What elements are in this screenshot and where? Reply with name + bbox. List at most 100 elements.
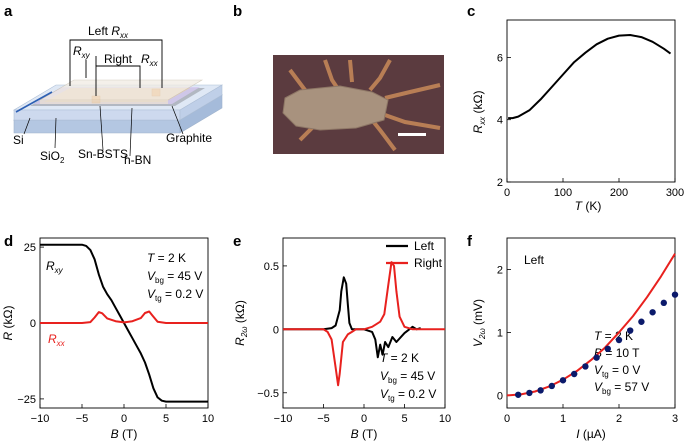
data-point-f-8 (604, 345, 611, 353)
micrograph-electrodes (288, 59, 441, 152)
xtick-label-c-3: 300 (666, 187, 684, 199)
data-point-f-7 (593, 354, 600, 361)
legend-e: Left Right (386, 239, 443, 270)
xtick-label-c-0: 0 (504, 187, 510, 199)
ytick-label-d-0: −25 (17, 394, 36, 406)
sio2-layer-front (13, 109, 181, 121)
xtick-label-f-3: 3 (672, 413, 678, 425)
xlabel-e: B (T) (351, 427, 378, 441)
ytick-label-f-1: 1 (497, 327, 503, 339)
chart-panel-f: I (µA) V2ω (mV) Left T = 2 K B = 10 T Vt… (471, 237, 679, 441)
series-label-rxx: Rxx (48, 332, 66, 348)
label-pointers (23, 105, 184, 157)
data-point-f-13 (660, 299, 667, 307)
plot-frame-c (506, 19, 676, 183)
micrograph-flake (282, 85, 389, 131)
xtick-label-d-2: 0 (121, 413, 127, 425)
annotation-f-left: Left (524, 253, 545, 267)
label-graphite: Graphite (166, 131, 212, 145)
panel-letter-f: f (467, 233, 473, 250)
data-point-f-1 (526, 389, 533, 397)
ytick-label-c-0: 2 (497, 177, 503, 189)
data-point-f-3 (548, 382, 555, 390)
data-point-f-14 (671, 291, 679, 298)
xtick-label-f-2: 2 (616, 413, 622, 425)
chart-panel-e: B (T) R2ω (kΩ) T = 2 K Vbg = 45 V Vtg = … (233, 237, 451, 441)
series-line-f-fit (506, 253, 676, 397)
series-line-c-rxx (508, 34, 672, 120)
label-si: Si (13, 133, 24, 147)
xlabel-c: T (K) (575, 199, 602, 213)
data-point-f-5 (571, 370, 578, 378)
label-rxy: Rxy (73, 44, 91, 60)
si-layer-front (13, 119, 181, 134)
sio2-layer-side (179, 84, 223, 121)
label-left-rxx: Left Rxx (88, 24, 129, 40)
annotation-e-vtg: Vtg = 0.2 V (380, 387, 436, 403)
annotation-f-vbg: Vbg = 57 V (594, 380, 649, 396)
ytick-label-f-2: 2 (497, 264, 503, 276)
ytick-label-c-2: 6 (497, 52, 503, 64)
scale-bar (398, 133, 426, 136)
ylabel-f: V2ω (mV) (471, 299, 487, 347)
plot-frame-f (506, 237, 676, 409)
data-point-f-10 (627, 327, 634, 334)
panel-letter-e: e (233, 233, 241, 250)
series-line-e-right (283, 261, 445, 387)
data-point-f-11 (638, 318, 645, 325)
chart-panel-c: T (K) Rxx (kΩ) 0 100 200 300 2 4 6 (471, 19, 684, 213)
series-line-d-rxx (40, 310, 208, 324)
measurement-leads (69, 39, 163, 96)
chart-panel-d: B (T) R (kΩ) T = 2 K Vbg = 45 V Vtg = 0.… (1, 237, 214, 441)
label-right-rxx: Rxx (141, 52, 159, 68)
xtick-label-f-1: 1 (560, 413, 566, 425)
ytick-label-c-1: 4 (497, 115, 503, 127)
device-schematic: Left Rxx Rxy Right Rxx Si SiO2 Sn-BSTS h… (12, 24, 224, 167)
ylabel-e: R2ω (kΩ) (233, 300, 249, 346)
xtick-label-c-1: 100 (554, 187, 572, 199)
ytick-label-e-1: 0 (273, 324, 279, 336)
ytick-label-e-0: −0.5 (257, 388, 279, 400)
data-point-f-12 (649, 309, 656, 316)
ytick-label-e-2: 0.5 (264, 261, 279, 273)
annotation-d-vbg: Vbg = 45 V (147, 269, 202, 285)
panel-letter-d: d (4, 233, 13, 250)
legend-label-right: Right (414, 256, 443, 270)
annotation-d-temperature: T = 2 K (147, 251, 186, 265)
ytick-label-f-0: 0 (497, 390, 503, 402)
xtick-label-d-4: 10 (202, 413, 214, 425)
annotation-f-vtg: Vtg = 0 V (594, 363, 640, 379)
xtick-label-d-1: −5 (76, 413, 89, 425)
panel-letter-c: c (467, 3, 475, 20)
xtick-label-e-2: 0 (361, 413, 367, 425)
xlabel-f: I (µA) (576, 427, 606, 441)
xlabel-d: B (T) (111, 427, 138, 441)
annotation-f-temperature: T = 2 K (594, 329, 633, 343)
optical-micrograph (273, 55, 444, 154)
xtick-label-f-0: 0 (504, 413, 510, 425)
data-point-f-4 (559, 377, 567, 384)
ytick-label-d-2: 25 (24, 242, 36, 254)
xtick-label-e-3: 5 (401, 413, 407, 425)
label-sn-bsts: Sn-BSTS (78, 147, 128, 161)
annotation-e-temperature: T = 2 K (380, 351, 419, 365)
label-sio2: SiO2 (40, 149, 65, 165)
gate-lead (15, 91, 53, 113)
ylabel-d: R (kΩ) (1, 306, 15, 341)
data-point-f-2 (537, 387, 544, 394)
legend-label-left: Left (414, 239, 435, 253)
series-label-rxy: Rxy (46, 259, 64, 275)
label-right: Right (104, 52, 133, 66)
data-point-f-6 (582, 363, 589, 370)
xtick-label-c-2: 200 (610, 187, 628, 199)
xtick-label-d-3: 5 (163, 413, 169, 425)
annotation-e-vbg: Vbg = 45 V (380, 369, 435, 385)
ytick-label-d-1: 0 (30, 318, 36, 330)
data-point-f-0 (515, 391, 522, 398)
panel-letter-b: b (233, 3, 242, 20)
panel-letter-a: a (4, 3, 13, 20)
xtick-label-d-0: −10 (31, 413, 50, 425)
data-point-f-9 (615, 336, 623, 344)
annotation-d-vtg: Vtg = 0.2 V (147, 287, 203, 303)
